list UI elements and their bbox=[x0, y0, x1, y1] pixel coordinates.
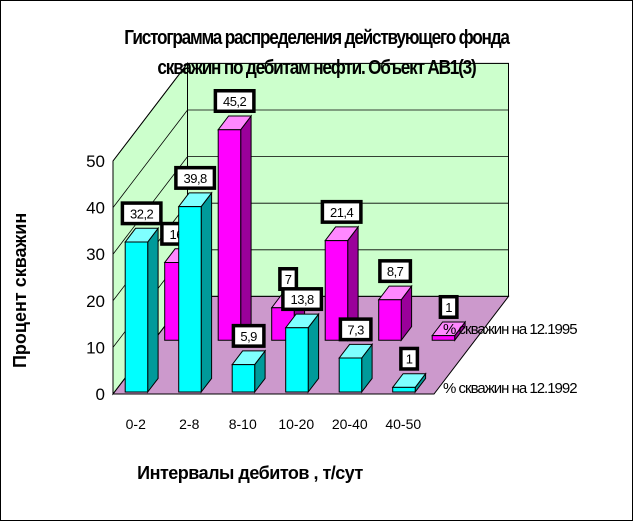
data-label-box bbox=[234, 326, 264, 346]
data-label: 1 bbox=[445, 300, 452, 315]
data-label: 8,7 bbox=[387, 264, 404, 279]
bar-front bbox=[378, 299, 402, 341]
data-label-box bbox=[441, 297, 457, 317]
data-label-box bbox=[401, 349, 417, 369]
y-axis-label: Процент скважин bbox=[10, 212, 30, 368]
bar-side bbox=[240, 114, 252, 342]
x-tick-label: 20-40 bbox=[332, 416, 368, 432]
y-tick-label: 0 bbox=[96, 385, 105, 404]
data-label-box bbox=[323, 202, 361, 222]
data-label: 7 bbox=[285, 272, 292, 287]
x-tick-label: 10-20 bbox=[278, 416, 314, 432]
bar-front bbox=[392, 386, 416, 393]
bar-front bbox=[285, 327, 309, 393]
x-tick-label: 40-50 bbox=[385, 416, 421, 432]
x-tick-label: 0-2 bbox=[126, 416, 146, 432]
y-tick-label: 40 bbox=[86, 199, 105, 218]
data-label: 45,2 bbox=[223, 94, 247, 109]
data-label: 13,8 bbox=[290, 292, 314, 307]
y-tick-label: 10 bbox=[86, 338, 105, 357]
gridline bbox=[112, 109, 509, 208]
y-tick-label: 50 bbox=[86, 152, 105, 171]
data-label: 1 bbox=[406, 352, 413, 367]
bar-front bbox=[431, 335, 456, 341]
data-label-box bbox=[216, 91, 254, 111]
legend-entry-1992: % скважин на 12.1992 bbox=[443, 380, 578, 397]
data-label: 32,2 bbox=[130, 206, 154, 221]
data-label: 21,4 bbox=[330, 205, 354, 220]
bar-side bbox=[200, 191, 213, 394]
bar-front bbox=[231, 364, 256, 393]
bar-side bbox=[147, 226, 159, 394]
y-tick-label: 30 bbox=[86, 245, 105, 264]
data-label: 39,8 bbox=[183, 171, 207, 186]
data-label-box bbox=[283, 289, 321, 309]
x-tick-label: 8-10 bbox=[229, 416, 257, 432]
x-tick-label: 2-8 bbox=[179, 416, 199, 432]
bar-front bbox=[338, 357, 363, 393]
data-label-box bbox=[176, 168, 214, 188]
data-label: 7,3 bbox=[347, 322, 364, 337]
bar-front bbox=[178, 206, 202, 393]
x-axis-label: Интервалы дебитов , т/сут bbox=[137, 463, 363, 483]
legend-entry-1995: % скважин на 12.1995 bbox=[443, 321, 578, 338]
data-label-box bbox=[123, 203, 161, 223]
y-tick-label: 20 bbox=[86, 292, 105, 311]
chart-title-line-2: скважин по дебитам нефти. Объект АВ1(3) bbox=[157, 57, 476, 79]
data-label-box bbox=[341, 319, 371, 339]
data-label: 5,9 bbox=[240, 329, 257, 344]
bar-front bbox=[124, 241, 149, 393]
data-label-box bbox=[380, 261, 410, 281]
chart-title-line-1: Гистограмма распределения действующего ф… bbox=[124, 27, 510, 49]
gridline bbox=[112, 63, 509, 162]
bar-front bbox=[217, 129, 242, 341]
